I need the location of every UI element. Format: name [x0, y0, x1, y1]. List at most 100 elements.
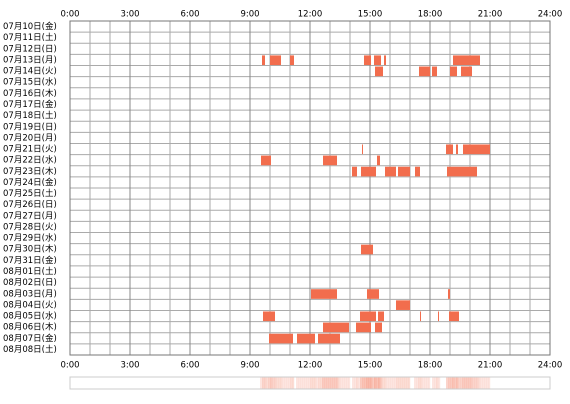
activity-bar	[450, 66, 457, 77]
heat-cell	[308, 377, 311, 389]
x-tick-label-top: 18:00	[418, 10, 443, 20]
row-label: 07月29日(水)	[3, 233, 57, 244]
activity-bar	[323, 155, 337, 166]
row-label: 07月25日(土)	[3, 188, 57, 199]
activity-bar	[420, 311, 421, 322]
heat-cell	[290, 377, 293, 389]
activity-bar	[361, 166, 376, 177]
heat-strip	[69, 376, 551, 390]
heat-cell	[386, 377, 389, 389]
row-label: 07月23日(木)	[3, 166, 57, 177]
heat-cell	[454, 377, 457, 389]
x-tick-label-bottom: 12:00	[298, 361, 323, 371]
heat-cell	[402, 377, 405, 389]
activity-bar	[269, 333, 293, 344]
heat-cell	[378, 377, 381, 389]
heat-cell	[358, 377, 361, 389]
heat-cell	[316, 377, 319, 389]
row-label: 07月13日(月)	[3, 55, 57, 65]
heat-cell	[354, 377, 357, 389]
heat-cell	[266, 377, 269, 389]
heat-cell	[418, 377, 421, 389]
heat-cell	[352, 377, 355, 389]
x-tick-label-top: 6:00	[180, 10, 199, 20]
heat-cell	[420, 377, 423, 389]
x-tick-label-top: 12:00	[298, 10, 323, 20]
heat-cell	[282, 377, 285, 389]
heat-cell	[260, 377, 263, 389]
activity-bar	[449, 311, 459, 322]
heat-cell	[406, 377, 409, 389]
x-tick-label-top: 9:00	[240, 10, 259, 20]
heat-cell	[456, 377, 459, 389]
row-label: 07月22日(水)	[3, 155, 57, 166]
heat-cell	[336, 377, 339, 389]
activity-bar	[463, 144, 490, 155]
heat-cell	[388, 377, 391, 389]
heat-cell	[396, 377, 399, 389]
heat-cell	[326, 377, 329, 389]
heat-cell	[276, 377, 279, 389]
activity-bar	[461, 66, 472, 77]
activity-bar	[290, 55, 294, 66]
activity-bar	[323, 322, 349, 333]
heat-cell	[356, 377, 359, 389]
heat-cell	[422, 377, 425, 389]
row-label: 08月02日(日)	[3, 278, 57, 288]
heat-cell	[328, 377, 331, 389]
heat-cell	[434, 377, 437, 389]
row-label: 08月08日(土)	[3, 344, 57, 355]
heat-cell	[390, 377, 393, 389]
heat-cell	[318, 377, 321, 389]
heat-cell	[372, 377, 375, 389]
heat-cell	[464, 377, 467, 389]
heat-cell	[360, 377, 363, 389]
x-tick-label-top: 21:00	[478, 10, 503, 20]
heat-cell	[484, 377, 487, 389]
heat-cell	[342, 377, 345, 389]
activity-bar	[364, 55, 371, 66]
heat-cell	[486, 377, 489, 389]
x-tick-label-bottom: 0:00	[60, 361, 79, 371]
heat-cell	[280, 377, 283, 389]
heat-cell	[370, 377, 373, 389]
row-label: 08月06日(木)	[3, 322, 57, 333]
heat-cell	[448, 377, 451, 389]
row-label: 07月20日(月)	[3, 133, 57, 143]
heat-cell	[384, 377, 387, 389]
heat-cell	[296, 377, 299, 389]
row-label: 08月05日(水)	[3, 311, 57, 322]
heat-cell	[338, 377, 341, 389]
heat-cell	[278, 377, 281, 389]
row-label: 08月03日(月)	[3, 289, 57, 299]
heat-cell	[330, 377, 333, 389]
row-label: 07月16日(木)	[3, 88, 57, 99]
heat-cell	[284, 377, 287, 389]
activity-bar	[367, 289, 379, 299]
heat-cell	[312, 377, 315, 389]
heat-cell	[438, 377, 441, 389]
row-label: 07月10日(金)	[3, 21, 57, 32]
heat-cell	[436, 377, 439, 389]
heat-cell	[446, 377, 449, 389]
activity-bar	[263, 311, 275, 322]
row-label: 07月19日(日)	[3, 122, 57, 132]
heat-cell	[476, 377, 479, 389]
activity-bar	[352, 166, 357, 177]
heat-cell	[488, 377, 491, 389]
heat-cell	[400, 377, 403, 389]
row-label: 08月04日(火)	[3, 300, 57, 310]
heat-cell	[288, 377, 291, 389]
heat-cell	[292, 377, 295, 389]
row-label: 07月30日(木)	[3, 244, 57, 255]
activity-bar	[360, 311, 376, 322]
heat-cell	[310, 377, 313, 389]
activity-bar	[415, 166, 420, 177]
activity-bar	[446, 144, 453, 155]
heat-cell	[364, 377, 367, 389]
heat-cell	[408, 377, 411, 389]
heat-cell	[332, 377, 335, 389]
heat-cell	[404, 377, 407, 389]
row-label: 07月15日(水)	[3, 77, 57, 88]
activity-bar	[311, 289, 337, 299]
